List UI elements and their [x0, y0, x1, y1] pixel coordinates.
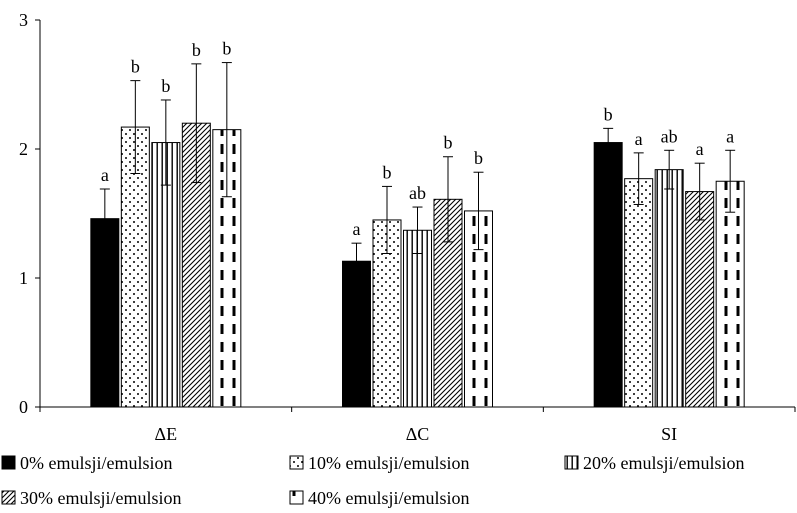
y-tick-label: 1: [19, 268, 28, 288]
significance-label: b: [161, 76, 170, 96]
bar: [403, 229, 432, 408]
significance-label: b: [131, 57, 140, 77]
legend-item: 10% emulsji/emulsion: [289, 453, 470, 473]
significance-label: b: [222, 39, 231, 59]
significance-label: a: [696, 139, 704, 159]
bar: [593, 142, 623, 408]
y-tick-label: 0: [19, 397, 28, 417]
x-tick-label: ΔC: [406, 424, 430, 444]
bar: [685, 191, 715, 408]
legend-label: 20% emulsji/emulsion: [583, 453, 745, 473]
legend-swatch: [289, 455, 304, 470]
legend: 0% emulsji/emulsion 10% emulsji/emulsion 2…: [1, 453, 745, 508]
legend-label: 30% emulsji/emulsion: [20, 488, 182, 508]
bars: [90, 122, 745, 408]
legend-label: 40% emulsji/emulsion: [308, 488, 470, 508]
bar: [342, 260, 371, 408]
significance-label: b: [192, 40, 201, 60]
significance-label: a: [635, 129, 643, 149]
bar: [654, 169, 684, 408]
significance-label: a: [726, 126, 734, 146]
significance-label: b: [604, 104, 613, 124]
bar: [464, 210, 493, 408]
legend-label: 10% emulsji/emulsion: [308, 453, 470, 473]
legend-swatch: [1, 455, 16, 470]
significance-label: b: [444, 133, 453, 153]
legend-item: 40% emulsji/emulsion: [289, 488, 470, 508]
legend-swatch: [564, 455, 579, 470]
significance-label: ab: [409, 183, 426, 203]
y-tick-labels: 0 1 2 3: [19, 10, 28, 417]
legend-swatch: [289, 490, 304, 505]
y-tick-label: 2: [19, 139, 28, 159]
x-tick-label: ΔE: [155, 424, 178, 444]
significance-label: a: [353, 219, 361, 239]
significance-label: ab: [661, 126, 678, 146]
legend-item: 0% emulsji/emulsion: [1, 453, 173, 473]
y-tick-label: 3: [19, 10, 28, 30]
x-tick-label: SI: [661, 424, 677, 444]
legend-label: 0% emulsji/emulsion: [20, 453, 173, 473]
legend-item: 30% emulsji/emulsion: [1, 488, 182, 508]
x-tick-labels: ΔE ΔC SI: [155, 424, 678, 444]
legend-swatch: [1, 490, 16, 505]
legend-item: 20% emulsji/emulsion: [564, 453, 745, 473]
bar: [151, 142, 181, 408]
error-bars: [99, 62, 736, 280]
bar: [624, 178, 654, 408]
significance-label: a: [101, 165, 109, 185]
significance-label: b: [474, 148, 483, 168]
significance-label: b: [383, 162, 392, 182]
bar: [715, 180, 745, 408]
